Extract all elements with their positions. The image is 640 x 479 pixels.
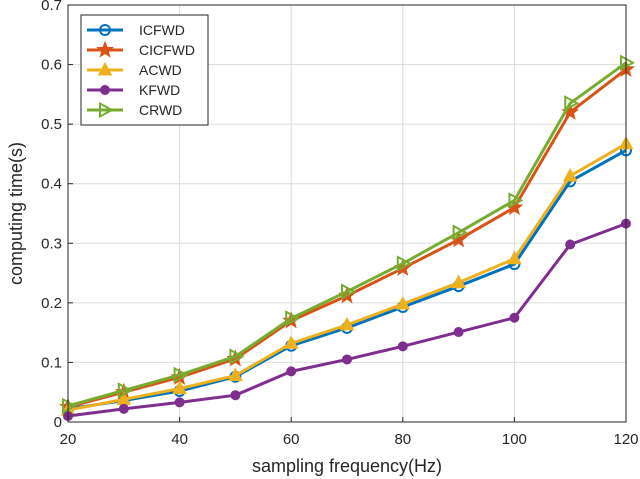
data-point bbox=[285, 310, 301, 327]
legend: ICFWD CICFWD ACWD KFWD CRWD bbox=[80, 14, 209, 126]
series-kfwd bbox=[63, 218, 631, 422]
legend-marker bbox=[100, 85, 110, 95]
y-tick-label: 0 bbox=[54, 414, 62, 431]
x-tick-label: 100 bbox=[502, 431, 527, 448]
legend-item: ICFWD bbox=[87, 22, 185, 38]
y-tick-label: 0.1 bbox=[41, 354, 62, 371]
x-tick-label: 120 bbox=[613, 431, 638, 448]
legend-item: KFWD bbox=[87, 82, 180, 98]
data-point bbox=[118, 403, 129, 414]
y-tick-label: 0.2 bbox=[41, 295, 62, 312]
data-point bbox=[339, 316, 355, 331]
plot-frame bbox=[67, 4, 627, 423]
legend-marker bbox=[99, 101, 115, 119]
data-point bbox=[396, 255, 412, 272]
data-point bbox=[564, 95, 580, 112]
y-tick-label: 0.4 bbox=[41, 176, 62, 193]
legend-item: CICFWD bbox=[87, 40, 195, 58]
data-point bbox=[172, 380, 187, 395]
data-point bbox=[341, 283, 357, 300]
y-tick-label: 0.3 bbox=[41, 235, 62, 252]
y-tick-label: 0.7 bbox=[41, 0, 62, 14]
data-point bbox=[509, 312, 520, 323]
data-point bbox=[228, 367, 243, 382]
legend-marker bbox=[99, 24, 111, 36]
series-area bbox=[59, 54, 636, 422]
data-point bbox=[397, 341, 408, 352]
legend-marker bbox=[97, 61, 113, 76]
x-tick-label: 40 bbox=[171, 431, 188, 448]
y-tick-label: 0.5 bbox=[41, 116, 62, 133]
legend-label: ACWD bbox=[139, 62, 182, 78]
x-axis-title: sampling frequency(Hz) bbox=[252, 456, 442, 476]
data-point bbox=[453, 327, 464, 338]
legend-item: CRWD bbox=[87, 101, 182, 119]
data-point bbox=[562, 167, 578, 182]
data-point bbox=[174, 397, 185, 408]
x-tick-label: 20 bbox=[60, 431, 77, 448]
data-point bbox=[117, 382, 133, 399]
data-point bbox=[507, 250, 522, 265]
data-point bbox=[229, 348, 245, 365]
series-line bbox=[67, 61, 627, 408]
legend-label: ICFWD bbox=[139, 22, 185, 38]
data-point bbox=[395, 295, 411, 310]
data-point bbox=[230, 390, 241, 401]
axis-ticks: 20 40 60 80 100 120 0 0.1 0.2 0.3 0.4 0.5 0.6 0.7 bbox=[41, 0, 638, 448]
data-point bbox=[452, 224, 468, 241]
x-tick-label: 60 bbox=[283, 431, 300, 448]
data-point bbox=[620, 54, 636, 71]
data-point bbox=[283, 335, 299, 349]
data-point bbox=[286, 366, 297, 377]
legend-label: CRWD bbox=[139, 102, 182, 118]
series-acwd bbox=[60, 135, 634, 416]
data-point bbox=[62, 397, 78, 415]
y-axis-title: computing time(s) bbox=[6, 142, 26, 285]
legend-label: KFWD bbox=[139, 82, 180, 98]
data-point bbox=[508, 192, 524, 209]
legend-label: CICFWD bbox=[139, 42, 195, 58]
data-point bbox=[173, 366, 189, 384]
data-point bbox=[342, 354, 352, 365]
legend-marker bbox=[96, 40, 114, 58]
legend-item: ACWD bbox=[87, 61, 182, 78]
data-point bbox=[565, 239, 576, 250]
series-crwd bbox=[62, 54, 636, 415]
y-tick-label: 0.6 bbox=[41, 57, 62, 74]
x-tick-label: 80 bbox=[394, 431, 411, 448]
data-point bbox=[451, 274, 466, 289]
